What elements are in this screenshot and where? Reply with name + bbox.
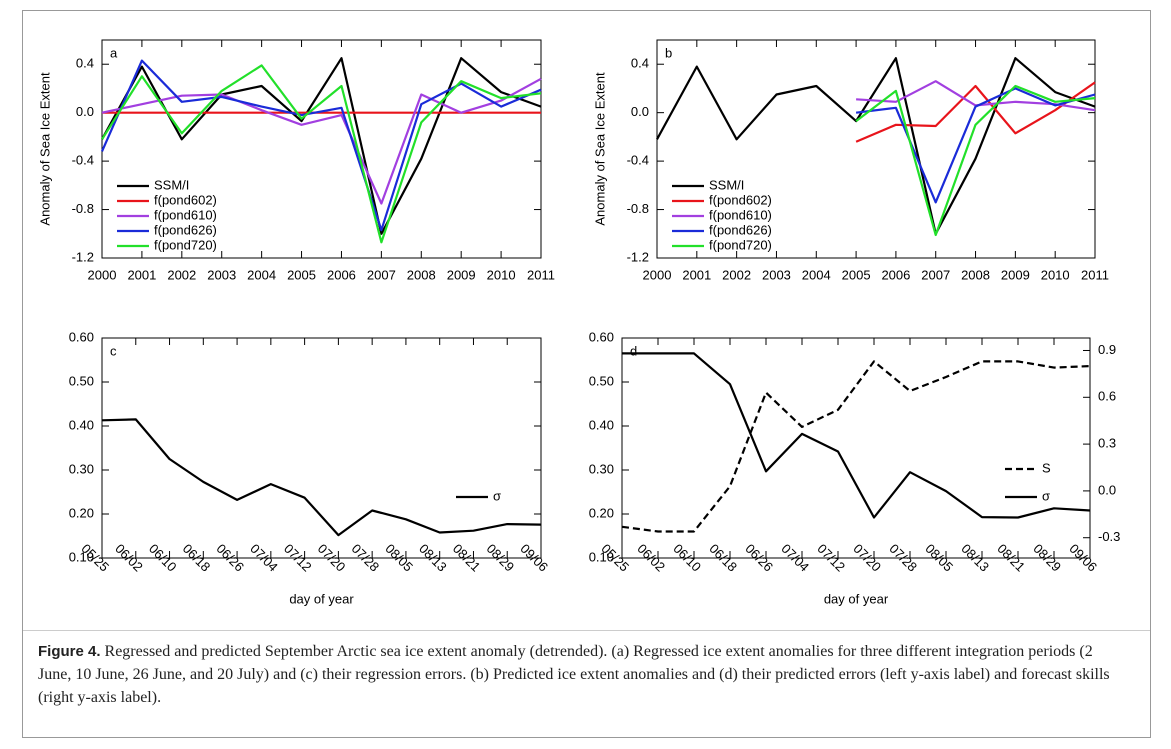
y-tick-label: 0.60 <box>589 329 614 344</box>
plot-frame <box>621 337 1091 559</box>
x-tick-label: 2007 <box>367 267 396 282</box>
x-tick-label: 2000 <box>88 267 117 282</box>
y-tick-label: 0.40 <box>69 417 94 432</box>
y-tick-label: 0.0 <box>76 104 94 119</box>
legend-label: σ <box>493 488 501 503</box>
legend-label: f(pond602) <box>709 192 772 207</box>
plot-frame <box>656 39 1096 259</box>
caption: Figure 4. Regressed and predicted Septem… <box>38 640 1128 709</box>
legend-label: f(pond626) <box>154 222 217 237</box>
y-tick-label: 0.10 <box>69 549 94 564</box>
x-axis-label: day of year <box>289 591 354 606</box>
y-tick-label: 0.20 <box>69 505 94 520</box>
y-tick-label: -0.4 <box>627 153 649 168</box>
series-line <box>622 352 1091 519</box>
x-tick-label: 2010 <box>1041 267 1070 282</box>
y-tick-label: 0.20 <box>589 505 614 520</box>
x-tick-label: 2005 <box>287 267 316 282</box>
series-line <box>101 418 542 537</box>
x-tick-label: 2009 <box>447 267 476 282</box>
y2-tick-label: 0.9 <box>1098 342 1116 357</box>
y-tick-label: -1.2 <box>72 249 94 264</box>
y-tick-label: -1.2 <box>627 249 649 264</box>
legend-label: σ <box>1042 488 1050 503</box>
series-line <box>101 57 542 235</box>
x-axis-label: day of year <box>824 591 889 606</box>
y-tick-label: 0.30 <box>589 461 614 476</box>
y2-tick-label: 0.0 <box>1098 482 1116 497</box>
chart-figure: -1.2 -0.8 -0.4 0.0 0.4 2000 2001 2002 2003 2004 20… <box>37 39 1120 606</box>
y-tick-label: 0.50 <box>589 373 614 388</box>
x-tick-label: 2004 <box>802 267 831 282</box>
series-line <box>621 360 1091 533</box>
x-tick-label: 2003 <box>207 267 236 282</box>
panel-label: b <box>665 45 672 60</box>
y-tick-label: -0.4 <box>72 153 94 168</box>
legend-label: f(pond720) <box>154 237 217 252</box>
y2-tick-label: 0.3 <box>1098 436 1116 451</box>
panel-label: a <box>110 45 118 60</box>
x-tick-label: 2003 <box>762 267 791 282</box>
x-tick-label: 2005 <box>842 267 871 282</box>
y-axis-label: Anomaly of Sea Ice Extent <box>592 72 607 226</box>
y-tick-label: 0.50 <box>69 373 94 388</box>
x-tick-label: 2000 <box>643 267 672 282</box>
caption-label: Figure 4. <box>38 643 101 660</box>
y-tick-label: -0.8 <box>627 201 649 216</box>
separator <box>23 630 1150 631</box>
y-tick-label: 0.60 <box>69 329 94 344</box>
y2-tick-label: -0.3 <box>1098 529 1120 544</box>
x-tick-label: 2009 <box>1001 267 1030 282</box>
legend-label: SSM/I <box>154 177 189 192</box>
series-line <box>100 59 542 232</box>
x-tick-label: 2011 <box>1081 267 1109 282</box>
y-tick-label: 0.40 <box>589 417 614 432</box>
y2-tick-label: 0.6 <box>1098 389 1116 404</box>
x-tick-label: 2008 <box>407 267 436 282</box>
y-tick-label: 0.30 <box>69 461 94 476</box>
x-tick-label: 2002 <box>167 267 196 282</box>
x-tick-label: 2002 <box>722 267 751 282</box>
series-line <box>855 81 1096 143</box>
x-tick-label: 2006 <box>327 267 356 282</box>
y-tick-label: 0.0 <box>631 104 649 119</box>
legend-label: f(pond602) <box>154 192 217 207</box>
series-line <box>855 87 1096 204</box>
y-tick-label: 0.10 <box>589 549 614 564</box>
series-line <box>656 57 1096 235</box>
x-tick-label: 2008 <box>961 267 990 282</box>
legend-label: f(pond626) <box>709 222 772 237</box>
legend-label: SSM/I <box>709 177 744 192</box>
legend-label: f(pond610) <box>709 207 772 222</box>
x-tick-label: 2001 <box>682 267 711 282</box>
panel-label: d <box>630 343 637 358</box>
panel-label: c <box>110 343 117 358</box>
caption-text: Regressed and predicted September Arctic… <box>38 643 1110 706</box>
plot-frame <box>101 337 542 559</box>
series-line <box>101 64 542 244</box>
x-tick-label: 2007 <box>921 267 950 282</box>
x-tick-label: 2011 <box>527 267 555 282</box>
figure-frame <box>22 10 1151 738</box>
legend-label: f(pond610) <box>154 207 217 222</box>
y-tick-label: 0.4 <box>76 56 94 71</box>
x-tick-label: 2010 <box>487 267 516 282</box>
series-line <box>855 84 1096 237</box>
legend-label: S <box>1042 460 1051 475</box>
x-tick-label: 2001 <box>127 267 156 282</box>
x-tick-label: 2004 <box>247 267 276 282</box>
y-axis-label: Anomaly of Sea Ice Extent <box>37 72 52 226</box>
series-line <box>101 77 542 205</box>
y-tick-label: -0.8 <box>72 201 94 216</box>
legend-label: f(pond720) <box>709 237 772 252</box>
y-tick-label: 0.4 <box>631 56 649 71</box>
x-tick-label: 2006 <box>881 267 910 282</box>
